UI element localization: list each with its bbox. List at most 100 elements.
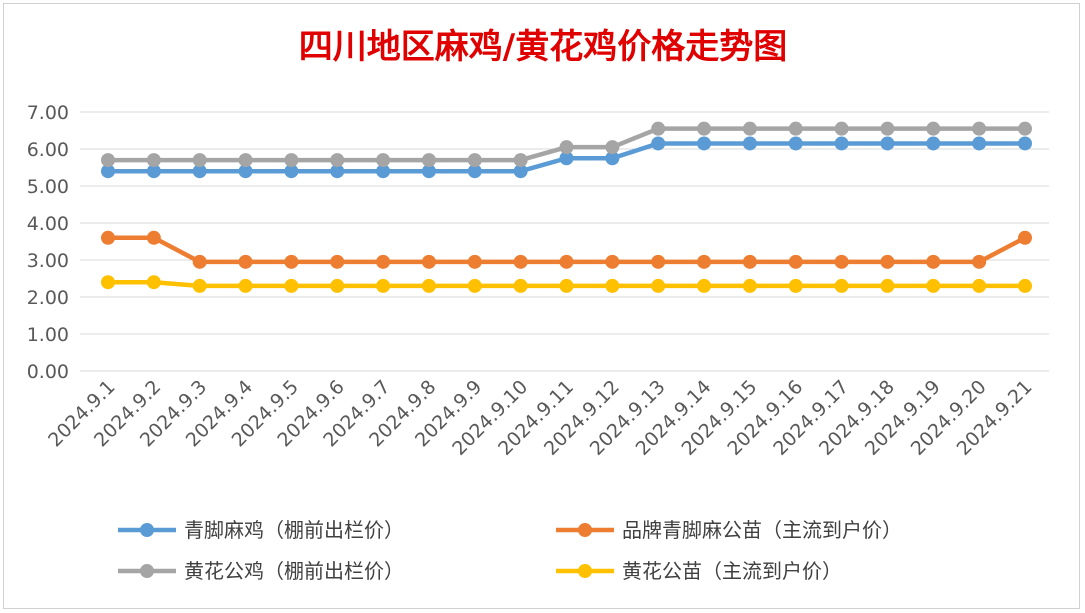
data-point [697,254,712,269]
legend-item: 黄花公苗（主流到户价） [556,559,842,583]
data-point [559,254,574,269]
data-point [1018,136,1032,151]
legend-swatch-marker [578,564,592,578]
data-point [146,153,161,168]
y-tick-label: 7.00 [27,102,69,124]
data-point [513,254,528,269]
legend-swatch-marker [140,523,154,537]
data-point [926,278,941,293]
data-point [742,121,757,136]
x-axis-ticks: 2024.9.12024.9.22024.9.32024.9.42024.9.5… [44,376,1036,460]
data-point [192,278,207,293]
data-point [972,278,987,293]
series-2 [101,121,1032,168]
data-point [330,153,345,168]
data-point [513,153,528,168]
data-point [421,164,436,179]
data-point [284,153,299,168]
data-point [284,254,299,269]
data-point [605,151,620,166]
data-point [421,153,436,168]
data-point [972,254,987,269]
legend-swatch-marker [140,564,154,578]
data-point [834,136,849,151]
data-point [880,121,895,136]
data-point [513,278,528,293]
data-point [559,140,574,155]
legend-label: 品牌青脚麻公苗（主流到户价） [622,518,902,542]
data-point [192,164,207,179]
data-point [651,121,666,136]
data-point [101,230,115,245]
data-point [146,275,161,290]
data-point [605,140,620,155]
data-point [880,278,895,293]
data-point [1018,121,1032,136]
data-point [834,278,849,293]
series-0 [101,136,1032,179]
data-point [834,121,849,136]
legend-label: 青脚麻鸡（棚前出栏价） [184,518,404,542]
data-point [376,153,391,168]
data-point [101,153,115,168]
data-point [192,153,207,168]
data-point [1018,230,1032,245]
data-point [238,153,253,168]
y-tick-label: 2.00 [27,287,69,309]
y-tick-label: 3.00 [27,250,69,272]
data-point [330,254,345,269]
data-point [421,254,436,269]
data-point [788,278,803,293]
data-point [880,254,895,269]
legend-swatch-marker [578,523,592,537]
data-point [880,136,895,151]
legend-item: 黄花公鸡（棚前出栏价） [118,559,404,583]
data-point [467,254,482,269]
data-point [192,254,207,269]
data-point [788,136,803,151]
data-point [330,164,345,179]
data-point [376,254,391,269]
data-point [101,164,115,179]
data-point [788,254,803,269]
series-lines [101,121,1032,293]
chart-frame [3,3,1080,609]
data-point [467,164,482,179]
y-tick-label: 4.00 [27,213,69,235]
y-tick-label: 0.00 [27,361,69,383]
data-point [559,278,574,293]
data-point [284,278,299,293]
data-point [467,278,482,293]
data-point [605,278,620,293]
data-point [101,275,115,290]
legend-label: 黄花公鸡（棚前出栏价） [184,559,404,583]
series-3 [101,275,1032,293]
data-point [376,164,391,179]
data-point [788,121,803,136]
data-point [651,278,666,293]
data-point [330,278,345,293]
chart-title: 四川地区麻鸡/黄花鸡价格走势图 [299,27,787,67]
data-point [559,151,574,166]
series-1 [101,230,1032,269]
data-point [467,153,482,168]
data-point [421,278,436,293]
data-point [697,121,712,136]
data-point [238,164,253,179]
data-point [926,136,941,151]
legend-item: 品牌青脚麻公苗（主流到户价） [556,518,902,542]
data-point [146,230,161,245]
data-point [376,278,391,293]
data-point [238,254,253,269]
data-point [742,278,757,293]
data-point [697,278,712,293]
data-point [513,164,528,179]
data-point [697,136,712,151]
data-point [742,136,757,151]
data-point [651,254,666,269]
data-point [146,164,161,179]
y-axis-ticks: 0.00 1.00 2.00 3.00 4.00 5.00 6.00 7.00 [27,102,69,383]
data-point [926,121,941,136]
data-point [651,136,666,151]
